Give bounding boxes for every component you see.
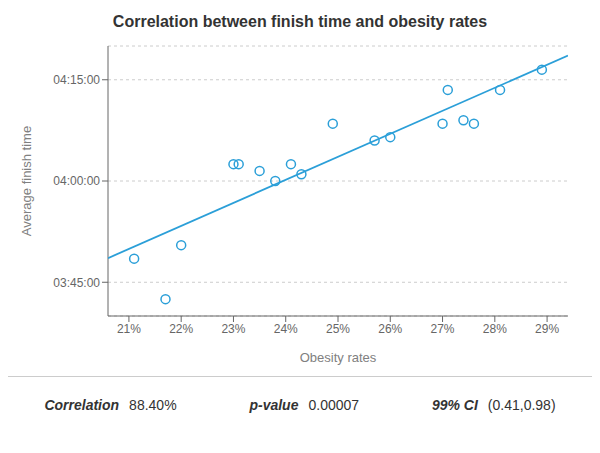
html-text:88.40%: 88.40% bbox=[129, 397, 177, 413]
svg-text:Obesity rates: Obesity rates bbox=[300, 350, 377, 365]
svg-text:Average finish time: Average finish time bbox=[19, 126, 34, 236]
html-text:Correlation between finish tim: Correlation between finish time and obes… bbox=[112, 13, 488, 30]
svg-text:25%: 25% bbox=[326, 322, 350, 336]
html-text:Correlation: Correlation bbox=[44, 397, 120, 413]
svg-text:29%: 29% bbox=[535, 322, 559, 336]
html-text:(0.41,0.98): (0.41,0.98) bbox=[487, 397, 556, 413]
svg-text:28%: 28% bbox=[483, 322, 507, 336]
html-text:99% CI: 99% CI bbox=[431, 397, 478, 413]
svg-text:04:15:00: 04:15:00 bbox=[53, 73, 100, 87]
svg-text:27%: 27% bbox=[431, 322, 455, 336]
svg-text:22%: 22% bbox=[169, 322, 193, 336]
html-text:p-value: p-value bbox=[249, 397, 299, 413]
svg-text:03:45:00: 03:45:00 bbox=[53, 276, 100, 290]
svg-text:23%: 23% bbox=[221, 322, 245, 336]
svg-text:04:00:00: 04:00:00 bbox=[53, 174, 100, 188]
svg-text:24%: 24% bbox=[274, 322, 298, 336]
html-text:0.00007: 0.00007 bbox=[308, 397, 360, 413]
svg-text:26%: 26% bbox=[378, 322, 402, 336]
svg-text:21%: 21% bbox=[117, 322, 141, 336]
